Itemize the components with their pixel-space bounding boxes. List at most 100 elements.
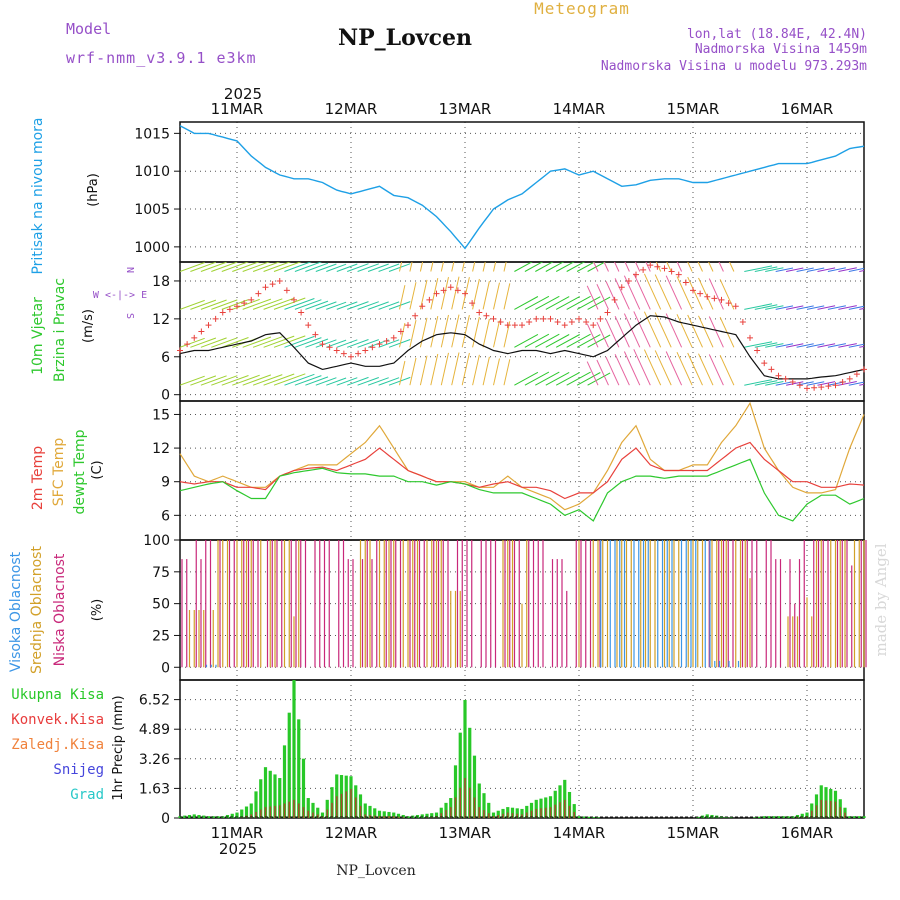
precip-convective-bar <box>459 787 462 818</box>
precip-total-bar <box>458 732 462 818</box>
wind-arrow <box>493 358 500 386</box>
wind-arrow <box>786 381 804 386</box>
wind-arrow <box>305 376 329 386</box>
wind-gust-marker <box>234 303 240 310</box>
precip-total-bar <box>297 719 301 818</box>
wind-arrow <box>514 371 539 386</box>
wind-compass-west-east: W <-|-> E <box>93 290 147 301</box>
wind-arrow <box>440 314 449 348</box>
precip-total-bar <box>525 805 529 818</box>
wind-arrow <box>242 336 272 348</box>
cloud-ytick-label: 25 <box>152 628 170 644</box>
wind-gust-marker <box>576 315 582 322</box>
wind-arrow <box>305 338 329 348</box>
wind-gust-marker <box>305 322 312 329</box>
wind-arrow <box>744 265 773 272</box>
wind-gust-marker <box>497 319 504 326</box>
wind-arrow <box>698 277 714 310</box>
wind-arrow <box>566 333 591 348</box>
wind-arrow <box>576 334 601 348</box>
wind-gust-marker <box>390 334 397 341</box>
wind-gust-marker <box>540 315 547 322</box>
wind-arrow <box>754 342 778 348</box>
precip-total-bar <box>510 807 515 818</box>
wind-gust-marker <box>226 306 233 313</box>
precip-convective-bar <box>359 805 362 818</box>
wind-arrow <box>643 311 662 348</box>
precip-convective-bar <box>535 808 538 818</box>
wind-arrow <box>503 283 511 310</box>
wind-arrow <box>586 361 599 386</box>
precip-convective-bar <box>815 805 818 818</box>
precip-convective-bar <box>820 799 823 818</box>
cloud-ytick-label: 100 <box>143 533 170 549</box>
precip-ytick-label: 4.89 <box>139 722 170 738</box>
wind-arrow <box>708 354 724 386</box>
precip-convective-bar <box>255 811 257 818</box>
wind-arrow <box>294 299 322 310</box>
wind-arrow <box>336 377 358 386</box>
wind-arrow <box>698 353 714 386</box>
precip-total-bar <box>306 798 310 818</box>
precip-total-bar <box>396 813 401 818</box>
precip-convective-bar <box>274 805 276 818</box>
location-lonlat: lon,lat (18.84E, 42.4N) <box>687 27 867 42</box>
wind-arrow <box>623 313 641 348</box>
precip-convective-bar <box>464 778 466 818</box>
precip-convective-bar <box>364 814 367 818</box>
wind-gust-marker <box>526 319 533 326</box>
wind-gust-marker <box>704 293 711 300</box>
cloud-label-low: Niska Oblacnost <box>52 553 68 666</box>
wind-arrow <box>461 262 465 272</box>
wind-arrow <box>357 301 379 310</box>
wind-gust-marker <box>561 322 568 329</box>
wind-arrow <box>708 316 724 348</box>
wind-gust-marker <box>754 347 761 354</box>
wind-arrow <box>200 337 227 348</box>
precip-total-bar <box>401 814 405 818</box>
wind-arrow <box>817 343 836 348</box>
wind-ytick-label: 6 <box>161 350 170 366</box>
precip-convective-bar <box>331 802 333 818</box>
precip-total-bar <box>468 727 472 818</box>
wind-gust-marker <box>369 344 376 351</box>
wind-gust-marker <box>697 290 704 297</box>
wind-gust-marker <box>212 315 219 322</box>
precip-total-bar <box>596 817 600 818</box>
wind-arrows <box>180 262 864 386</box>
temp-ytick-label: 15 <box>152 407 170 423</box>
wind-arrow <box>687 314 703 348</box>
cloud-ytick-label: 75 <box>152 565 170 581</box>
wind-arrow <box>655 262 662 272</box>
wind-gust-marker <box>597 315 604 322</box>
wind-arrow <box>367 377 389 386</box>
wind-arrow <box>719 279 735 310</box>
wind-arrow <box>180 262 205 272</box>
precip-total-bar <box>548 796 553 818</box>
wind-arrow <box>451 262 455 272</box>
wind-arrow <box>633 311 651 348</box>
precip-total-bar <box>373 808 377 818</box>
wind-arrow <box>859 270 864 272</box>
wind-arrow <box>347 301 369 310</box>
wind-arrow <box>399 322 406 348</box>
precip-total-bar <box>197 814 201 818</box>
precip-convective-bar <box>397 816 400 818</box>
wind-arrow <box>765 267 784 272</box>
wind-gust-marker <box>547 315 554 322</box>
wind-arrow <box>409 282 417 310</box>
top-day-labels: 11MAR 12MAR 13MAR 14MAR 15MAR 16MAR <box>211 100 834 118</box>
wind-gust-marker <box>533 315 540 322</box>
page-subtitle: Meteogram <box>534 0 630 18</box>
pressure-ytick-label: 1005 <box>134 202 170 218</box>
precip-total-bar <box>316 807 320 818</box>
wind-arrow <box>765 381 784 386</box>
wind-gust-marker <box>611 296 618 303</box>
wind-arrow <box>440 352 449 386</box>
precip-ytick-label: 3.26 <box>139 752 170 768</box>
wind-arrow <box>221 337 249 348</box>
wind-arrow <box>586 285 599 310</box>
wind-arrow <box>775 267 794 272</box>
wind-gust-marker <box>625 277 632 284</box>
